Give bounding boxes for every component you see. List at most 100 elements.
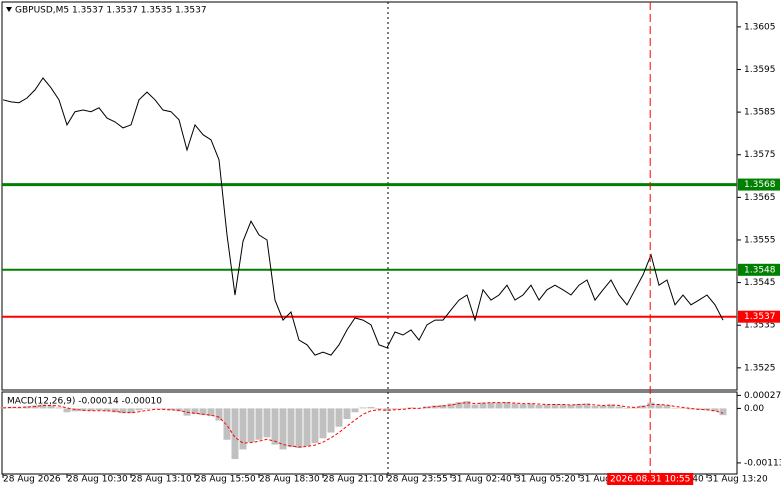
price-line	[2, 77, 724, 356]
macd-bar	[63, 408, 71, 413]
x-tick-label: 31 Aug 02:40	[451, 475, 512, 485]
x-tick-label: 28 Aug 23:55	[387, 475, 448, 485]
x-tick-label: 28 Aug 18:30	[259, 475, 320, 485]
macd-bar	[47, 405, 55, 409]
x-tick-label: 28 Aug 15:50	[195, 475, 256, 485]
macd-bar	[143, 408, 151, 409]
macd-bar	[543, 404, 551, 409]
macd-bar	[39, 404, 47, 409]
y-tick-label: 1.3595	[744, 65, 776, 75]
macd-bar	[671, 407, 679, 409]
level-label: 1.3568	[744, 180, 776, 190]
y-tick-label: 1.3555	[744, 235, 776, 245]
x-tick-label: 31 Aug 13:20	[707, 475, 768, 485]
y-tick-label: 0.00027	[744, 391, 781, 401]
y-tick-label: 1.3525	[744, 363, 776, 373]
macd-bar	[207, 408, 215, 417]
macd-bar	[647, 402, 655, 409]
menu-arrow	[6, 7, 12, 12]
macd-bar	[519, 404, 527, 409]
macd-bar	[215, 408, 223, 421]
macd-bar	[55, 407, 63, 409]
y-tick-label: 0.00	[744, 404, 764, 414]
macd-bar	[383, 408, 391, 411]
macd-bar	[351, 408, 359, 413]
macd-bar	[631, 407, 639, 409]
y-tick-label: 1.3585	[744, 108, 776, 118]
macd-bar	[335, 408, 343, 427]
signal-line	[2, 402, 724, 448]
level-label: 1.3537	[744, 312, 776, 322]
macd-bar	[623, 408, 631, 409]
macd-title: MACD(12,26,9) -0.00014 -0.00010	[7, 397, 162, 407]
macd-bar	[15, 407, 23, 409]
macd-bar	[511, 403, 519, 409]
macd-bar	[367, 406, 375, 409]
x-tick-label: 28 Aug 2026	[3, 475, 61, 485]
macd-bar	[495, 402, 503, 409]
macd-bar	[447, 403, 455, 409]
macd-bar	[391, 408, 399, 410]
macd-bar	[615, 406, 623, 409]
macd-bar	[687, 408, 695, 410]
x-tick-label: 28 Aug 13:10	[131, 475, 192, 485]
macd-bar	[455, 402, 463, 409]
macd-bar	[223, 408, 231, 440]
macd-bar	[255, 408, 263, 440]
y-tick-label: -0.00113	[744, 458, 781, 468]
macd-bar	[407, 407, 415, 409]
macd-bar	[655, 404, 663, 409]
macd-bar	[471, 404, 479, 409]
macd-bar	[551, 404, 559, 409]
macd-bar	[303, 408, 311, 447]
macd-bar	[463, 401, 471, 409]
macd-bar	[439, 405, 447, 409]
macd-bar	[375, 408, 383, 410]
macd-bar	[111, 408, 119, 413]
macd-bar	[135, 408, 143, 411]
macd-bar	[95, 408, 103, 411]
macd-bar	[127, 408, 135, 414]
macd-bar	[535, 405, 543, 409]
crosshair-label: 2026.08.31 10:55	[610, 475, 690, 485]
macd-bar	[103, 408, 111, 412]
macd-bar	[247, 408, 255, 443]
macd-bar	[343, 408, 351, 420]
macd-bar	[711, 408, 719, 412]
macd-bar	[295, 408, 303, 448]
y-tick-label: 1.3575	[744, 150, 776, 160]
macd-bar	[199, 408, 207, 416]
macd-bar	[327, 408, 335, 433]
macd-bar	[399, 408, 407, 409]
macd-bar	[159, 408, 167, 410]
macd-bar	[191, 408, 199, 415]
macd-bar	[79, 408, 87, 411]
macd-bar	[23, 406, 31, 409]
macd-bar	[559, 404, 567, 409]
y-tick-label: 1.3605	[744, 22, 776, 32]
macd-bar	[87, 408, 95, 411]
macd-bar	[311, 408, 319, 444]
crosshair-label-box	[607, 473, 694, 485]
macd-bar	[287, 408, 295, 447]
macd-bar	[263, 408, 271, 438]
macd-bar	[575, 404, 583, 409]
price-panel	[1, 1, 738, 391]
chart-title: GBPUSD,M5 1.3537 1.3537 1.3535 1.3537	[15, 6, 207, 16]
macd-bar	[591, 405, 599, 409]
macd-bar	[583, 403, 591, 409]
macd-bar	[319, 408, 327, 439]
macd-bar	[599, 405, 607, 409]
macd-bar	[663, 405, 671, 409]
macd-bar	[151, 407, 159, 409]
macd-bar	[119, 408, 127, 414]
macd-bar	[359, 407, 367, 409]
macd-bar	[487, 402, 495, 409]
macd-bar	[527, 403, 535, 409]
macd-bar	[719, 408, 727, 416]
y-tick-label: 1.3545	[744, 278, 776, 288]
macd-bar	[271, 408, 279, 445]
macd-bar	[567, 405, 575, 409]
